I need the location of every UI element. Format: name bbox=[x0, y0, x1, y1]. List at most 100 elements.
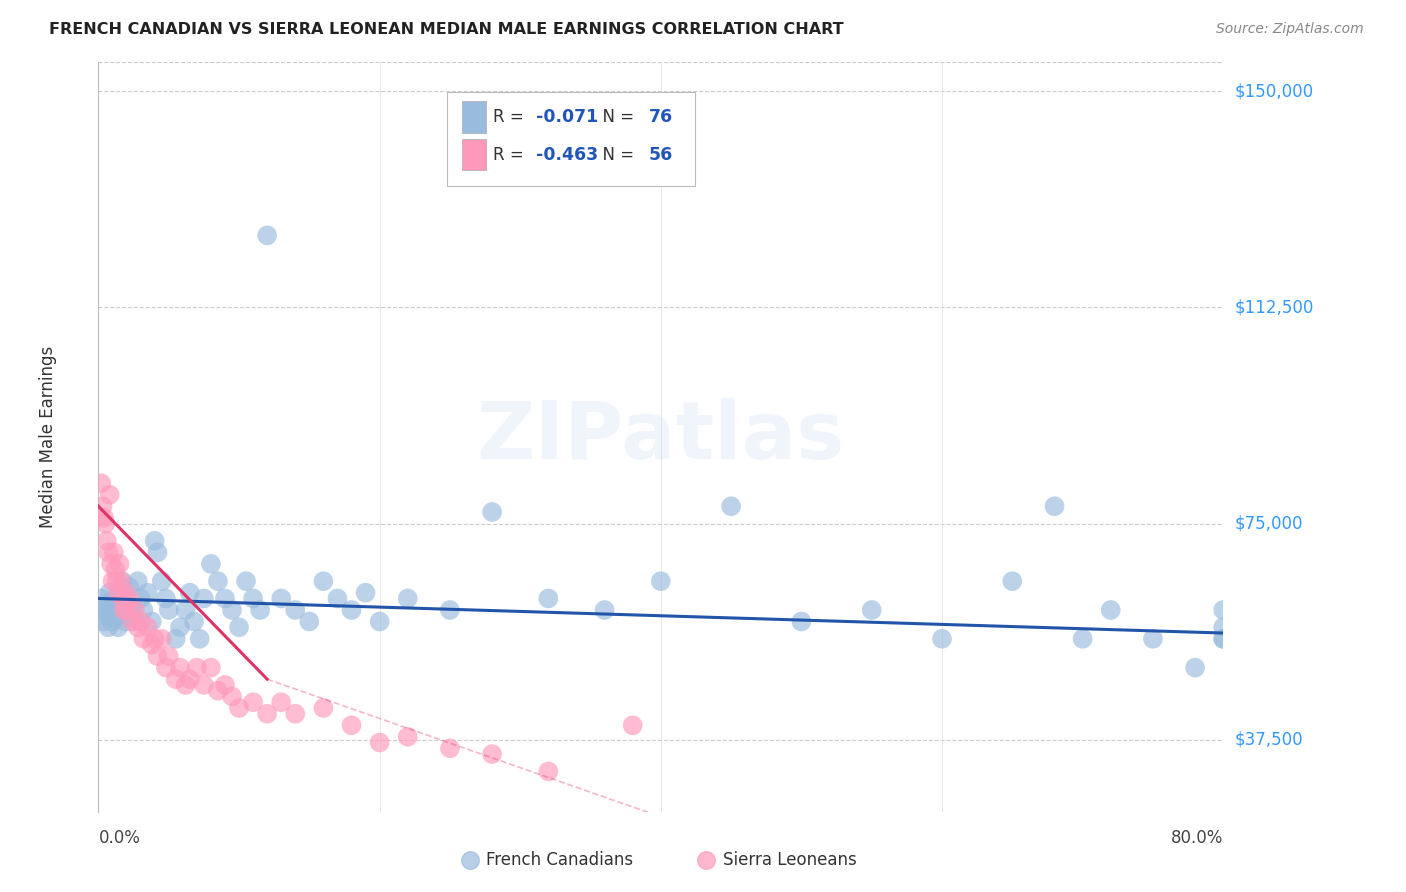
Point bbox=[101, 574, 124, 589]
FancyBboxPatch shape bbox=[461, 102, 486, 133]
Text: 80.0%: 80.0% bbox=[1171, 829, 1223, 847]
Point bbox=[114, 585, 136, 599]
Point bbox=[94, 516, 117, 531]
Point bbox=[101, 615, 124, 629]
Point bbox=[165, 632, 187, 646]
Point bbox=[1184, 660, 1206, 674]
Point bbox=[1071, 632, 1094, 646]
Point bbox=[439, 603, 461, 617]
Point bbox=[93, 510, 115, 524]
Point bbox=[97, 620, 120, 634]
Point bbox=[200, 557, 222, 571]
Point bbox=[98, 585, 121, 599]
Point bbox=[104, 563, 127, 577]
Point bbox=[108, 603, 131, 617]
Point bbox=[242, 695, 264, 709]
Point bbox=[111, 591, 134, 606]
Point bbox=[100, 557, 122, 571]
Point bbox=[621, 718, 644, 732]
Point bbox=[860, 603, 883, 617]
Text: $112,500: $112,500 bbox=[1234, 299, 1313, 317]
Point bbox=[174, 678, 197, 692]
Text: $37,500: $37,500 bbox=[1234, 731, 1303, 748]
Text: 0.0%: 0.0% bbox=[98, 829, 141, 847]
Point bbox=[169, 660, 191, 674]
Point bbox=[1043, 500, 1066, 514]
Point bbox=[118, 591, 141, 606]
Point bbox=[340, 603, 363, 617]
Point bbox=[298, 615, 321, 629]
Point bbox=[284, 706, 307, 721]
Point bbox=[114, 615, 136, 629]
Point bbox=[111, 574, 134, 589]
Point bbox=[169, 620, 191, 634]
Point bbox=[112, 603, 135, 617]
Point bbox=[228, 620, 250, 634]
Point bbox=[107, 585, 129, 599]
Point bbox=[179, 585, 201, 599]
Point bbox=[150, 574, 173, 589]
Point bbox=[127, 620, 149, 634]
Point bbox=[221, 690, 243, 704]
Point bbox=[221, 603, 243, 617]
Point bbox=[1099, 603, 1122, 617]
Point bbox=[214, 591, 236, 606]
Point bbox=[155, 660, 177, 674]
Point bbox=[207, 683, 229, 698]
Point bbox=[105, 574, 128, 589]
Point bbox=[132, 603, 155, 617]
Point bbox=[1212, 620, 1234, 634]
Point bbox=[118, 580, 141, 594]
Point bbox=[439, 741, 461, 756]
Point bbox=[312, 701, 335, 715]
Point bbox=[242, 591, 264, 606]
Point bbox=[214, 678, 236, 692]
FancyBboxPatch shape bbox=[461, 139, 486, 170]
Point bbox=[354, 585, 377, 599]
Point bbox=[108, 557, 131, 571]
Point bbox=[207, 574, 229, 589]
Point bbox=[97, 545, 120, 559]
Point bbox=[186, 660, 208, 674]
Point bbox=[96, 608, 118, 623]
Point bbox=[129, 591, 152, 606]
Point bbox=[200, 660, 222, 674]
Point bbox=[94, 597, 117, 611]
Point bbox=[270, 695, 292, 709]
Point bbox=[121, 603, 143, 617]
Point bbox=[368, 615, 391, 629]
Point bbox=[256, 228, 278, 243]
Point bbox=[155, 591, 177, 606]
Point bbox=[235, 574, 257, 589]
Point bbox=[103, 545, 125, 559]
Point bbox=[98, 488, 121, 502]
Point bbox=[124, 603, 146, 617]
Point bbox=[1212, 603, 1234, 617]
Text: Source: ZipAtlas.com: Source: ZipAtlas.com bbox=[1216, 22, 1364, 37]
Point bbox=[312, 574, 335, 589]
Text: Median Male Earnings: Median Male Earnings bbox=[39, 346, 56, 528]
Point bbox=[105, 608, 128, 623]
Point bbox=[103, 597, 125, 611]
Point bbox=[396, 730, 419, 744]
Point bbox=[326, 591, 349, 606]
Point bbox=[93, 615, 115, 629]
Point bbox=[340, 718, 363, 732]
Point bbox=[90, 476, 112, 491]
Point bbox=[720, 500, 742, 514]
Point bbox=[110, 574, 132, 589]
Point bbox=[124, 615, 146, 629]
Point bbox=[100, 603, 122, 617]
Point bbox=[174, 603, 197, 617]
Point bbox=[228, 701, 250, 715]
Point bbox=[481, 505, 503, 519]
Point bbox=[593, 603, 616, 617]
Text: $150,000: $150,000 bbox=[1234, 82, 1313, 100]
Point bbox=[1142, 632, 1164, 646]
Point bbox=[110, 585, 132, 599]
Text: N =: N = bbox=[592, 108, 640, 126]
Point bbox=[165, 672, 187, 686]
Point bbox=[127, 574, 149, 589]
Point bbox=[91, 500, 114, 514]
Text: $75,000: $75,000 bbox=[1234, 515, 1303, 533]
